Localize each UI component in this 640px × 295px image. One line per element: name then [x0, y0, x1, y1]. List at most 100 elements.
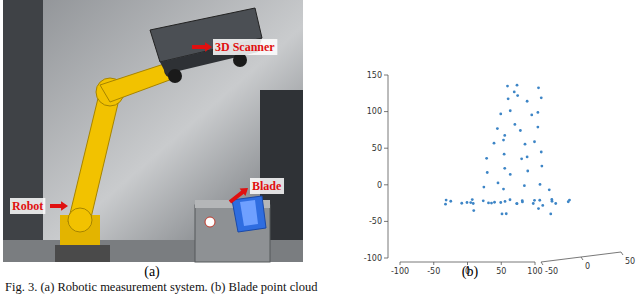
fixture-label — [205, 217, 215, 227]
blade-highlight — [240, 200, 258, 226]
y-tick-label: -50 — [369, 217, 382, 226]
figure-root: 3D ScannerRobotBlade(a)-100-50050100150-… — [0, 0, 640, 295]
figure-svg: 3D ScannerRobotBlade(a)-100-50050100150-… — [0, 0, 640, 295]
point — [540, 151, 543, 154]
point — [513, 123, 516, 126]
x-tick — [535, 262, 536, 265]
y-tick-label: 150 — [367, 71, 382, 80]
point — [493, 201, 496, 204]
point — [509, 109, 512, 112]
point — [499, 201, 502, 204]
callout-arrow-shaft — [50, 204, 62, 208]
blade — [232, 196, 266, 232]
y-tick-label: 50 — [372, 144, 382, 153]
point — [460, 202, 463, 205]
point — [469, 201, 472, 204]
y-tick — [384, 111, 388, 112]
photo-background — [3, 0, 303, 262]
point — [538, 199, 541, 202]
callout-label: Robot — [12, 199, 43, 213]
point — [466, 201, 469, 204]
callout-box — [213, 39, 277, 55]
point — [567, 200, 570, 203]
point — [496, 127, 499, 130]
y-tick-label: 0 — [377, 181, 382, 190]
z-tick — [541, 262, 543, 265]
point — [526, 155, 529, 158]
x-tick — [501, 262, 502, 265]
x-tick-label: 50 — [496, 267, 506, 276]
z-tick-label: -50 — [545, 267, 558, 276]
point — [471, 198, 474, 201]
x-tick — [433, 262, 434, 265]
callout-arrow-shaft — [192, 45, 206, 49]
point — [503, 134, 506, 137]
point — [541, 204, 544, 207]
z-tick — [621, 252, 623, 255]
point — [537, 207, 540, 210]
z-tick-label: 50 — [625, 257, 635, 266]
point — [472, 209, 475, 212]
point — [526, 100, 529, 103]
callout-box — [250, 178, 284, 194]
point — [536, 126, 539, 129]
point — [519, 129, 522, 132]
callout-arrow-head — [240, 188, 248, 196]
callout-arrow-shaft — [230, 192, 243, 202]
callout-box — [10, 198, 45, 214]
point — [486, 171, 489, 174]
point — [530, 113, 533, 116]
point — [536, 111, 539, 114]
z-tick — [581, 257, 583, 260]
robot-pedestal — [55, 245, 110, 262]
point — [506, 85, 509, 88]
y-tick-label: -100 — [364, 254, 382, 263]
point — [487, 202, 490, 205]
callout-label: Blade — [252, 179, 282, 193]
point — [445, 199, 448, 202]
y-tick — [384, 75, 388, 76]
x-tick-label: -100 — [391, 267, 409, 276]
callout-arrow-head — [61, 201, 68, 210]
point — [523, 184, 526, 187]
point — [537, 86, 540, 89]
y-tick — [384, 258, 388, 259]
photo-panel: 3D ScannerRobotBlade — [3, 0, 303, 262]
point — [533, 199, 536, 202]
point — [533, 140, 536, 143]
point — [526, 170, 529, 173]
y-tick — [384, 221, 388, 222]
x-tick — [400, 262, 401, 265]
enclosure-wall — [3, 0, 43, 262]
point — [505, 212, 508, 215]
callout-arrow-head — [205, 42, 212, 51]
point — [472, 202, 475, 205]
z-tick-label: 0 — [585, 262, 590, 271]
point — [501, 213, 504, 216]
scanner-lens — [168, 69, 182, 83]
point — [485, 157, 488, 160]
point — [503, 167, 506, 170]
point — [497, 182, 500, 185]
point — [482, 199, 485, 202]
point — [521, 200, 524, 203]
point — [449, 200, 452, 203]
point — [548, 188, 551, 191]
point — [516, 202, 519, 205]
x-tick-label: -50 — [427, 267, 440, 276]
point — [444, 203, 447, 206]
robot-lower-arm — [68, 90, 120, 222]
point — [504, 200, 507, 203]
point — [515, 202, 518, 205]
x-tick-label: 100 — [527, 267, 542, 276]
point — [509, 173, 512, 176]
point — [499, 113, 502, 116]
point — [502, 188, 505, 191]
point-cloud — [444, 84, 571, 216]
scanner-lens — [233, 53, 247, 67]
scatter-panel: -100-50050100150-100-50050100-50050 — [364, 71, 635, 276]
panel-label: (b) — [462, 264, 479, 280]
point — [513, 91, 516, 94]
point — [532, 202, 535, 205]
y-tick — [384, 184, 388, 185]
